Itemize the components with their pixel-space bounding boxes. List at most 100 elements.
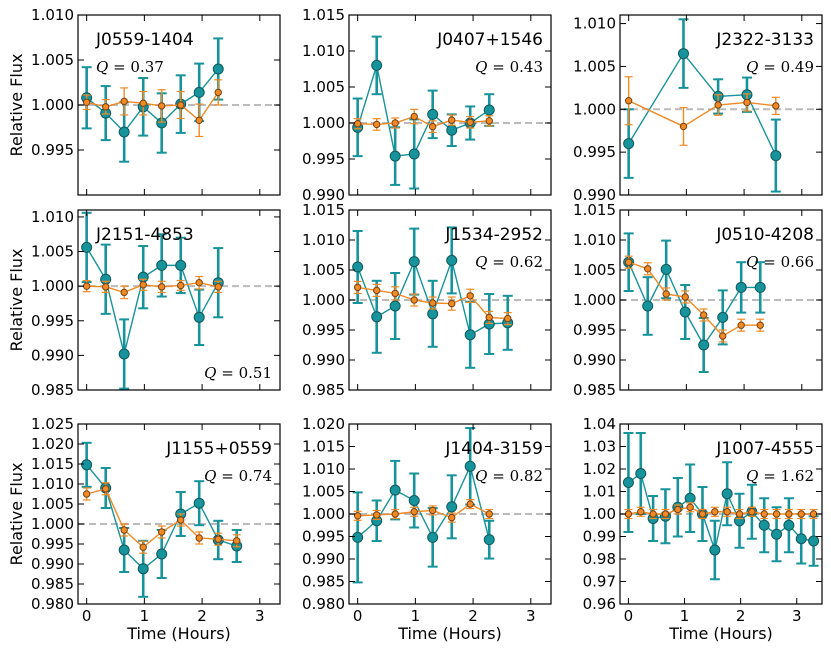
- panel-j1007-4555: 0.96 0.97 0.98 0.99 1.00 1.01 1.02 1.03 1.04 0 1 2 3…: [583, 415, 823, 643]
- teal-point: [770, 150, 782, 162]
- y-tick-label: 1.000: [31, 96, 74, 114]
- y-tick-label: 1.000: [302, 291, 345, 309]
- panel-title: J1007-4555: [715, 439, 814, 459]
- orange-point: [82, 98, 91, 107]
- y-tick-label: 1.000: [573, 291, 616, 309]
- orange-point: [699, 311, 708, 319]
- q-value-label: Q = 0.37: [96, 58, 164, 76]
- orange-point: [120, 97, 128, 106]
- teal-point: [717, 311, 729, 323]
- y-tick-label: 0.97: [583, 573, 616, 591]
- teal-point: [758, 519, 770, 531]
- panel-j0510-4208: 0.985 0.990 0.995 1.000 1.005 1.010 1.015 J0510…: [573, 201, 823, 399]
- orange-point: [674, 505, 682, 514]
- y-tick-label: 1.03: [583, 438, 616, 456]
- q-symbol: Q: [475, 58, 487, 76]
- teal-point: [389, 484, 401, 496]
- y-tick-label: 1.000: [573, 100, 616, 118]
- orange-point: [756, 321, 764, 329]
- q-symbol: Q: [746, 58, 758, 76]
- q-symbol: Q: [96, 58, 108, 76]
- y-tick-label: 0.985: [573, 381, 616, 399]
- y-axis-title: Relative Flux: [7, 249, 26, 352]
- orange-point: [686, 503, 694, 511]
- q-number: = 0.37: [108, 58, 164, 76]
- y-tick-label: 1.025: [31, 415, 74, 433]
- orange-point: [177, 101, 185, 109]
- teal-point: [193, 311, 205, 323]
- teal-point: [427, 108, 439, 120]
- panel-j1404-3159: 0.980 0.985 0.990 0.995 1.000 1.005 1.010 1.015…: [302, 415, 552, 643]
- orange-point: [120, 288, 128, 297]
- y-tick-label: 1.005: [573, 261, 616, 279]
- orange-point: [139, 99, 147, 107]
- teal-point: [118, 544, 130, 556]
- panel-j2151-4853: 0.985 0.990 0.995 1.000 1.005 1.010 J2151-4853…: [7, 208, 281, 399]
- q-number: = 1.62: [758, 467, 814, 485]
- q-symbol: Q: [204, 467, 216, 485]
- x-axis-title: Time (Hours): [668, 624, 773, 643]
- y-tick-label: 1.005: [302, 483, 345, 501]
- teal-point: [754, 281, 766, 293]
- y-tick-label: 1.015: [302, 438, 345, 456]
- orange-point: [139, 543, 147, 551]
- y-tick-label: 1.02: [583, 460, 616, 478]
- teal-point: [212, 63, 224, 75]
- teal-point: [137, 563, 149, 575]
- panel-j0559-1404: 0.995 1.000 1.005 1.010 J0559-1404 Q = 0.37 Re…: [7, 6, 281, 196]
- teal-point: [118, 348, 130, 360]
- orange-point: [637, 508, 645, 516]
- teal-point: [464, 460, 476, 472]
- orange-point: [120, 526, 128, 534]
- y-tick-label: 0.98: [583, 550, 616, 568]
- y-tick-label: 1.010: [302, 231, 345, 249]
- orange-point: [373, 120, 381, 129]
- panel-title: J2151-4853: [95, 225, 194, 245]
- y-tick-label: 1.000: [31, 515, 74, 533]
- orange-point: [504, 314, 512, 323]
- orange-point: [391, 119, 399, 127]
- teal-point: [156, 259, 168, 271]
- q-value-label: Q = 0.82: [475, 467, 543, 485]
- teal-point: [721, 488, 733, 500]
- teal-point: [81, 459, 93, 471]
- orange-point: [485, 313, 493, 322]
- x-tick-label: 3: [792, 607, 802, 625]
- y-tick-label: 1.010: [302, 460, 345, 478]
- teal-point: [735, 281, 747, 293]
- teal-point: [371, 59, 383, 71]
- panel-title: J1155+0559: [165, 439, 272, 459]
- q-value-label: Q = 0.62: [475, 253, 543, 271]
- y-tick-label: 0.980: [302, 595, 345, 613]
- teal-point: [446, 124, 458, 136]
- orange-point: [391, 510, 399, 518]
- y-tick-label: 0.96: [583, 595, 616, 613]
- orange-point: [139, 281, 147, 289]
- y-tick-label: 0.985: [302, 381, 345, 399]
- orange-point: [391, 289, 399, 298]
- teal-point: [709, 544, 721, 556]
- y-tick-label: 0.990: [573, 186, 616, 204]
- y-tick-label: 0.990: [31, 346, 74, 364]
- q-value-label: Q = 0.66: [746, 253, 814, 271]
- orange-point: [719, 332, 727, 340]
- teal-point: [427, 308, 439, 320]
- teal-series-line: [628, 472, 814, 553]
- teal-point: [389, 150, 401, 162]
- orange-point: [662, 290, 670, 298]
- y-tick-label: 1.005: [31, 495, 74, 513]
- orange-point: [624, 510, 633, 518]
- x-tick-label: 1: [680, 607, 690, 625]
- panel-title: J0510-4208: [715, 225, 814, 245]
- orange-point: [177, 516, 185, 524]
- orange-point: [157, 283, 166, 291]
- orange-point: [195, 116, 203, 125]
- teal-series-line: [628, 261, 761, 347]
- orange-point: [353, 120, 362, 128]
- orange-point: [214, 283, 222, 291]
- orange-point: [714, 101, 722, 109]
- y-tick-label: 0.990: [302, 550, 345, 568]
- orange-point: [679, 122, 688, 131]
- y-tick-label: 1.005: [573, 57, 616, 75]
- y-tick-label: 1.000: [302, 505, 345, 523]
